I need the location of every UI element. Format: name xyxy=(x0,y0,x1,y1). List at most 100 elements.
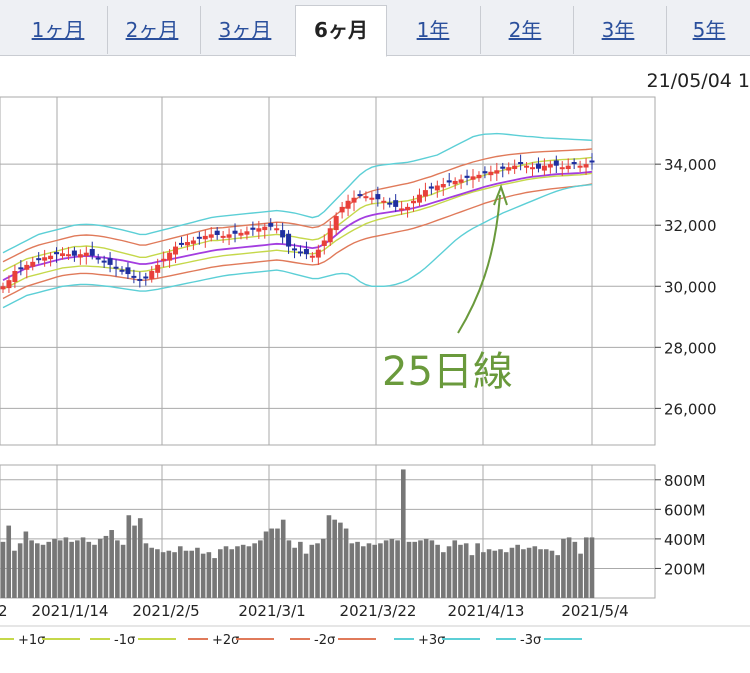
annotation-label: 25日線 xyxy=(382,349,513,395)
price-tick-label: 26,000 xyxy=(664,400,717,418)
tab-1-year[interactable]: 1年 xyxy=(416,18,450,42)
candle-body xyxy=(476,174,482,179)
candle-body xyxy=(83,252,89,257)
volume-bar xyxy=(172,552,177,598)
volume-bar xyxy=(452,540,458,598)
volume-bar xyxy=(223,546,229,598)
price-tick-label: 32,000 xyxy=(664,217,717,235)
tab-2-month[interactable]: 2ヶ月 xyxy=(107,6,196,54)
date-tick-label: 2021/2/5 xyxy=(132,602,199,620)
candle-body xyxy=(48,255,54,260)
volume-bar xyxy=(12,550,17,598)
volume-bar xyxy=(423,538,429,598)
candle-body xyxy=(458,179,464,183)
volume-bar xyxy=(80,537,86,598)
volume-bar xyxy=(332,519,337,598)
volume-bar xyxy=(246,546,252,598)
tab-3-month[interactable]: 3ヶ月 xyxy=(200,6,289,54)
candle-body xyxy=(494,170,500,174)
candle-body xyxy=(42,257,48,261)
candle-body xyxy=(65,254,71,257)
band-line-minus1sigma xyxy=(2,172,593,290)
volume-bar xyxy=(429,540,435,598)
volume-bar xyxy=(263,531,269,598)
candle-body xyxy=(214,230,220,235)
volume-bar xyxy=(183,550,189,598)
volume-bar xyxy=(298,541,303,598)
volume-bar xyxy=(378,543,383,598)
volume-bar xyxy=(155,549,160,598)
volume-bar xyxy=(149,547,154,598)
candle-body xyxy=(345,200,351,209)
price-tick-label: 30,000 xyxy=(664,278,717,296)
volume-bar xyxy=(315,543,320,598)
volume-bar xyxy=(441,552,446,598)
tab-6-month[interactable]: 6ヶ月 xyxy=(295,5,387,57)
volume-bar xyxy=(52,538,57,598)
candle-body xyxy=(530,167,536,170)
volume-bar xyxy=(75,540,80,598)
candle-body xyxy=(167,252,173,261)
volume-bar xyxy=(177,546,183,598)
volume-bar xyxy=(29,540,34,598)
volume-bar xyxy=(212,558,217,598)
band-line-plus3sigma xyxy=(2,132,593,254)
candle-body xyxy=(583,164,589,168)
price-grid xyxy=(0,96,656,446)
candle-body xyxy=(220,235,226,238)
volume-bar xyxy=(46,541,52,598)
volume-bar xyxy=(349,543,355,598)
candle-body xyxy=(357,194,363,197)
candle-body xyxy=(137,278,143,281)
volume-bar xyxy=(406,541,412,598)
volume-bar xyxy=(326,515,332,598)
volume-bar xyxy=(132,525,137,598)
tab-3-year[interactable]: 3年 xyxy=(573,6,662,54)
volume-bar xyxy=(366,543,372,598)
volume-bar xyxy=(360,546,366,598)
candle-body xyxy=(268,223,274,227)
volume-bar xyxy=(57,540,63,598)
date-stamp: 21/05/04 1 xyxy=(646,70,750,92)
candle-body xyxy=(327,228,333,243)
candle-body xyxy=(274,228,280,231)
legend-label: -2σ xyxy=(314,633,335,648)
volume-bar xyxy=(235,546,240,598)
candle-body xyxy=(54,252,60,255)
candle-body xyxy=(351,197,357,203)
candle-body xyxy=(369,197,375,200)
candle-body xyxy=(470,176,476,180)
volume-bar xyxy=(458,544,463,598)
tab-2-year[interactable]: 2年 xyxy=(480,6,569,54)
volume-bar xyxy=(395,540,400,598)
candle-body xyxy=(589,160,595,163)
band-line-minus2sigma xyxy=(2,183,593,300)
candle-body xyxy=(119,269,125,272)
date-tick-label: 2021/3/1 xyxy=(238,602,305,620)
candlesticks xyxy=(0,153,595,293)
volume-bar xyxy=(338,522,343,598)
tab-5-year[interactable]: 5年 xyxy=(666,6,750,54)
annotation-arrow-line xyxy=(457,194,501,334)
candle-body xyxy=(541,165,547,171)
volume-bar xyxy=(143,543,149,598)
candle-body xyxy=(363,196,369,199)
candle-body xyxy=(333,216,339,231)
date-tick-label: 2021/1/14 xyxy=(32,602,109,620)
volume-bar xyxy=(229,549,235,598)
volume-bars xyxy=(0,469,595,598)
candle-body xyxy=(339,206,345,213)
date-tick-label: 2021/4/13 xyxy=(448,602,525,620)
tab-1-month[interactable]: 1ヶ月 xyxy=(31,18,85,42)
volume-bar xyxy=(475,543,480,598)
volume-axis: 800M 600M 400M 200M xyxy=(655,472,706,578)
volume-bar xyxy=(109,530,114,598)
volume-bar xyxy=(160,552,166,598)
legend-label: +2σ xyxy=(212,633,239,648)
volume-bar xyxy=(269,528,275,598)
candle-body xyxy=(143,276,149,279)
volume-bar xyxy=(258,540,263,598)
volume-bar xyxy=(543,549,549,598)
volume-bar xyxy=(166,550,172,598)
candle-body xyxy=(173,246,179,255)
